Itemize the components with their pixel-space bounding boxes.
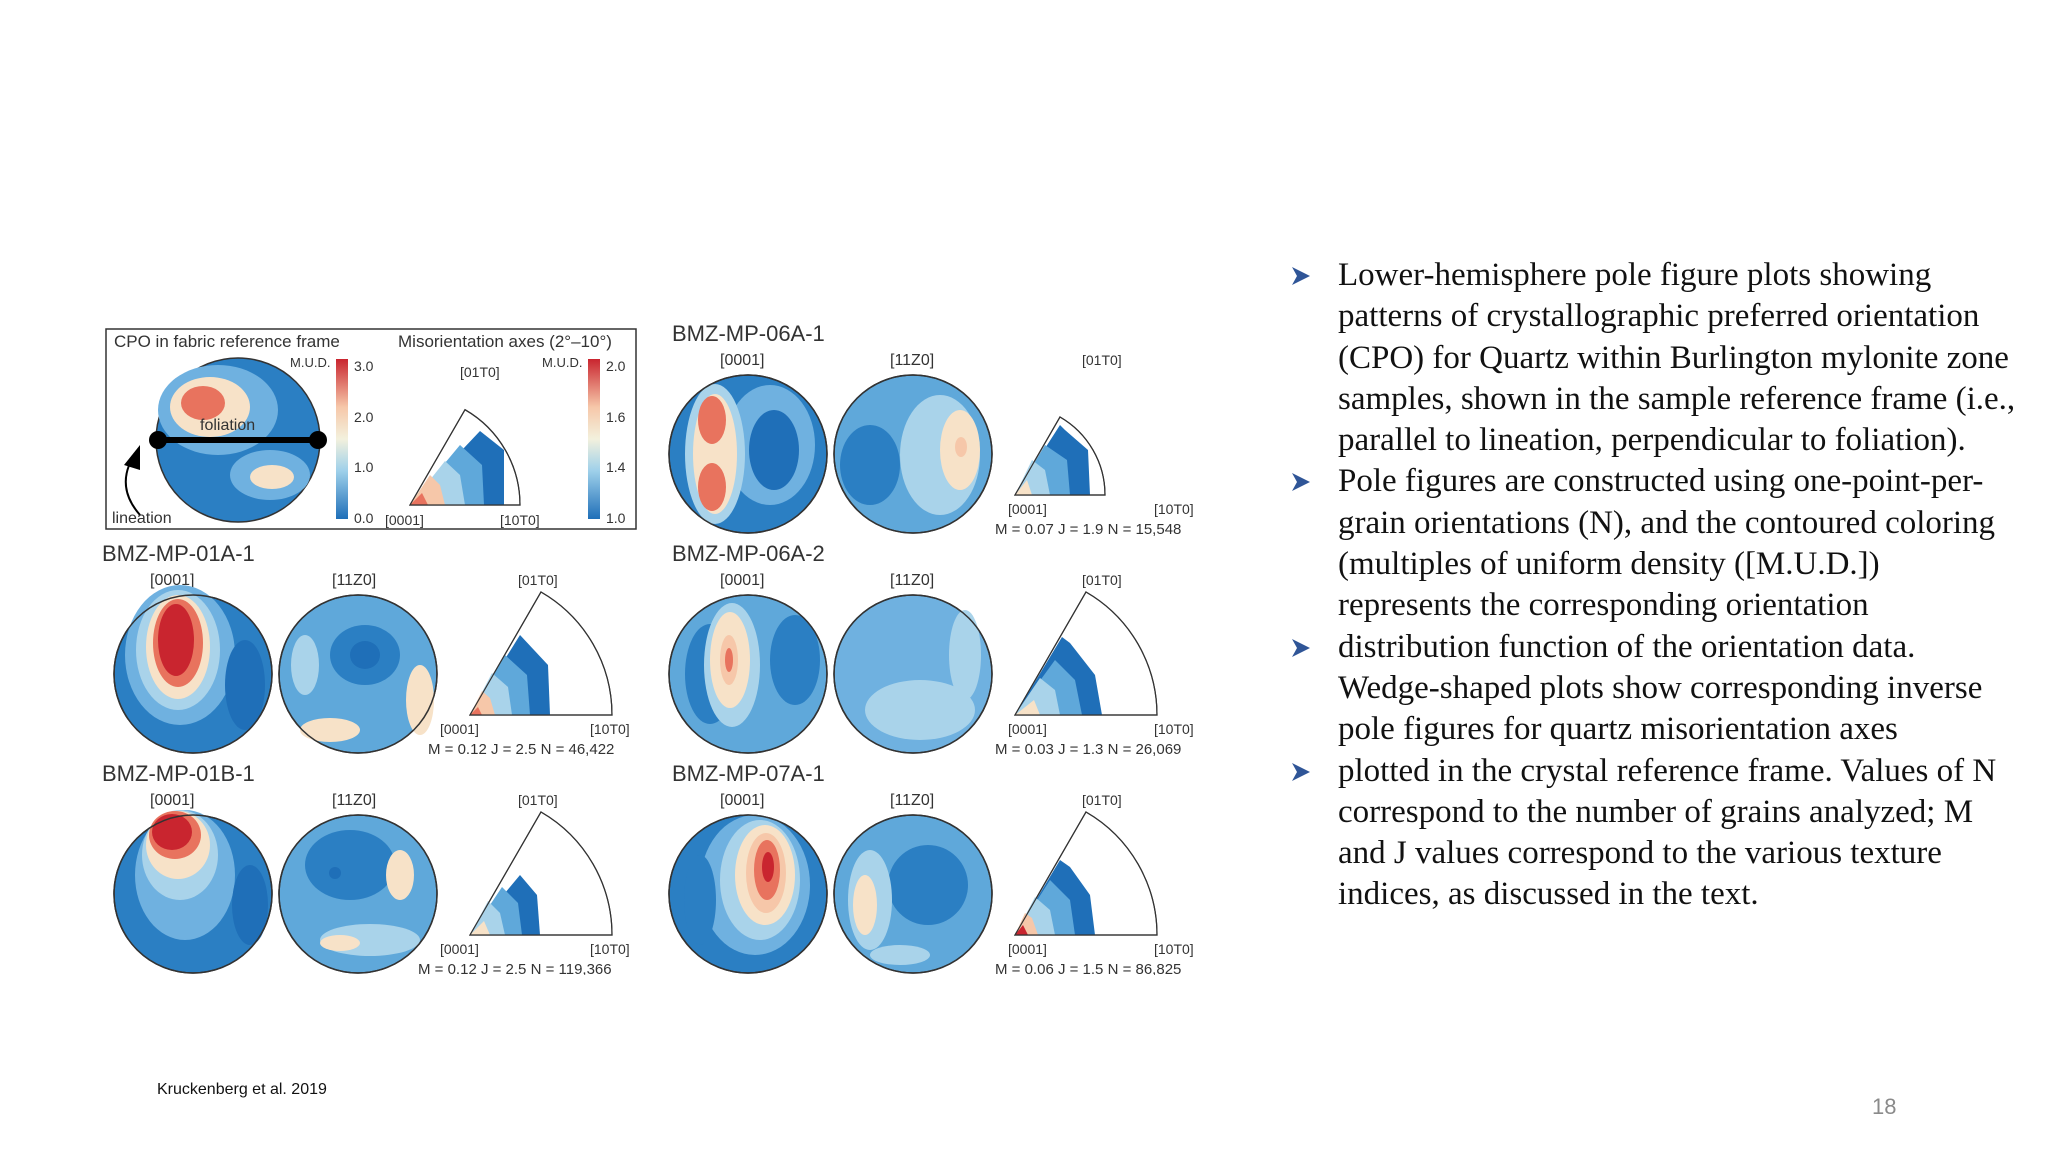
c-axis-label: [0001] (150, 572, 194, 589)
bullet-item: plotted in the crystal reference frame. … (1286, 751, 2016, 916)
slide-number: 18 (1872, 1094, 1897, 1119)
ipf-left-label: [0001] (1008, 941, 1047, 957)
sample-title: BMZ-MP-06A-1 (672, 321, 825, 346)
legend-cpo-heading: CPO in fabric reference frame (114, 332, 340, 351)
legend-mud-label-left: M.U.D. (290, 355, 330, 370)
texture-stats: M = 0.06 J = 1.5 N = 86,825 (995, 961, 1181, 975)
legend-left-tick: 1.0 (354, 459, 374, 475)
legend-right-tick: 1.6 (606, 409, 626, 425)
c-axis-label: [0001] (720, 352, 764, 369)
sample-panel-01B-1: BMZ-MP-01B-1 [0001] [11Z0] (102, 761, 630, 975)
bullet-arrow-icon (1292, 267, 1310, 285)
misorientation-ipf: [01T0] [0001] [10T0] (1008, 792, 1194, 957)
a-axis-pole-figure (833, 374, 993, 534)
c-axis-pole-figure (113, 585, 273, 754)
c-axis-label: [0001] (720, 792, 764, 809)
a-axis-pole-figure (278, 594, 438, 754)
sample-title: BMZ-MP-01B-1 (102, 761, 255, 786)
ipf-top-label: [01T0] (1082, 352, 1122, 368)
bullet-text: plotted in the crystal reference frame. … (1338, 752, 1997, 913)
c-axis-pole-figure (113, 810, 273, 974)
sample-panel-01A-1: BMZ-MP-01A-1 [0001] [11Z0] (102, 541, 630, 758)
legend-right-tick: 1.0 (606, 510, 626, 526)
legend-left-tick: 2.0 (354, 409, 374, 425)
texture-stats: M = 0.12 J = 2.5 N = 46,422 (428, 741, 614, 758)
legend-colorbar-right (588, 359, 600, 519)
sample-panel-06A-2: BMZ-MP-06A-2 [0001] [11Z0] [01T0] (668, 541, 1194, 758)
ipf-top-label: [01T0] (1082, 572, 1122, 588)
ipf-top-label: [01T0] (1082, 792, 1122, 808)
ipf-left-label: [0001] (440, 721, 479, 737)
ipf-left-label: [0001] (440, 941, 479, 957)
legend-colorbar-left (336, 359, 348, 519)
a-axis-pole-figure (278, 814, 438, 974)
legend-left-tick: 0.0 (354, 510, 374, 526)
misorientation-ipf: [01T0] [0001] [10T0] (440, 792, 630, 957)
texture-stats: M = 0.03 J = 1.3 N = 26,069 (995, 741, 1181, 758)
ipf-top-label: [01T0] (518, 792, 558, 808)
ipf-right-label: [10T0] (1154, 721, 1194, 737)
sample-title: BMZ-MP-01A-1 (102, 541, 255, 566)
a-axis-label: [11Z0] (332, 572, 376, 589)
ipf-left-label: [0001] (1008, 501, 1047, 517)
a-axis-label: [11Z0] (890, 572, 934, 589)
sample-title: BMZ-MP-07A-1 (672, 761, 825, 786)
bullet-item: Lower-hemisphere pole figure plots showi… (1286, 255, 2016, 461)
c-axis-pole-figure (668, 814, 828, 974)
bullet-arrow-icon (1292, 762, 1310, 781)
sample-panel-06A-1: BMZ-MP-06A-1 [0001] [11Z0] (668, 321, 1194, 538)
ipf-right-label: [10T0] (1154, 501, 1194, 517)
bullet-item: Pole figures are constructed using one-p… (1286, 461, 2016, 626)
texture-stats: M = 0.07 J = 1.9 N = 15,548 (995, 521, 1181, 538)
ipf-left-label: [0001] (1008, 721, 1047, 737)
bullet-list: Lower-hemisphere pole figure plots showi… (1286, 255, 2016, 916)
sample-panel-07A-1: BMZ-MP-07A-1 [0001] [11Z0] (668, 761, 1194, 975)
foliation-label: foliation (200, 417, 255, 434)
legend-stereonet: foliation lineation (112, 357, 327, 527)
texture-stats: M = 0.12 J = 2.5 N = 119,366 (418, 961, 612, 975)
citation: Kruckenberg et al. 2019 (157, 1081, 327, 1098)
ipf-top-label: [01T0] (518, 572, 558, 588)
bullet-text: distribution function of the orientation… (1338, 628, 1983, 748)
sample-title: BMZ-MP-06A-2 (672, 541, 825, 566)
lineation-label: lineation (112, 510, 172, 527)
c-axis-pole-figure (668, 594, 828, 754)
bullet-arrow-icon (1292, 638, 1310, 657)
a-axis-label: [11Z0] (332, 792, 376, 809)
bullet-text: Lower-hemisphere pole figure plots showi… (1338, 257, 2016, 459)
legend-ipf-wedge: [01T0] [0001] [10T0] (385, 364, 540, 528)
a-axis-label: [11Z0] (890, 352, 934, 369)
legend-right-tick: 1.4 (606, 459, 626, 475)
legend-left-tick: 3.0 (354, 358, 374, 374)
bullet-arrow-icon (1292, 473, 1310, 492)
ipf-right-label: [10T0] (590, 721, 630, 737)
bullet-item: distribution function of the orientation… (1286, 627, 2016, 751)
bullet-text: Pole figures are constructed using one-p… (1338, 463, 1996, 624)
legend-ipf-left-label: [0001] (385, 512, 424, 528)
a-axis-pole-figure (833, 814, 993, 974)
c-axis-pole-figure (668, 374, 828, 534)
legend-misorientation-heading: Misorientation axes (2°–10°) (398, 332, 612, 351)
a-axis-label: [11Z0] (890, 792, 934, 809)
legend-box: CPO in fabric reference frame Misorienta… (105, 328, 637, 530)
c-axis-label: [0001] (720, 572, 764, 589)
legend-right-tick: 2.0 (606, 358, 626, 374)
misorientation-ipf: [01T0] [0001] [10T0] (440, 572, 630, 737)
legend-mud-label-right: M.U.D. (542, 355, 582, 370)
ipf-right-label: [10T0] (1154, 941, 1194, 957)
misorientation-ipf: [01T0] [0001] [10T0] (1008, 352, 1194, 517)
legend-ipf-right-label: [10T0] (500, 512, 540, 528)
legend-ipf-top-label: [01T0] (460, 364, 500, 380)
pole-figure-image: CPO in fabric reference frame Misorienta… (100, 315, 1210, 975)
a-axis-pole-figure (833, 594, 993, 754)
c-axis-label: [0001] (150, 792, 194, 809)
misorientation-ipf: [01T0] [0001] [10T0] (1008, 572, 1194, 737)
ipf-right-label: [10T0] (590, 941, 630, 957)
